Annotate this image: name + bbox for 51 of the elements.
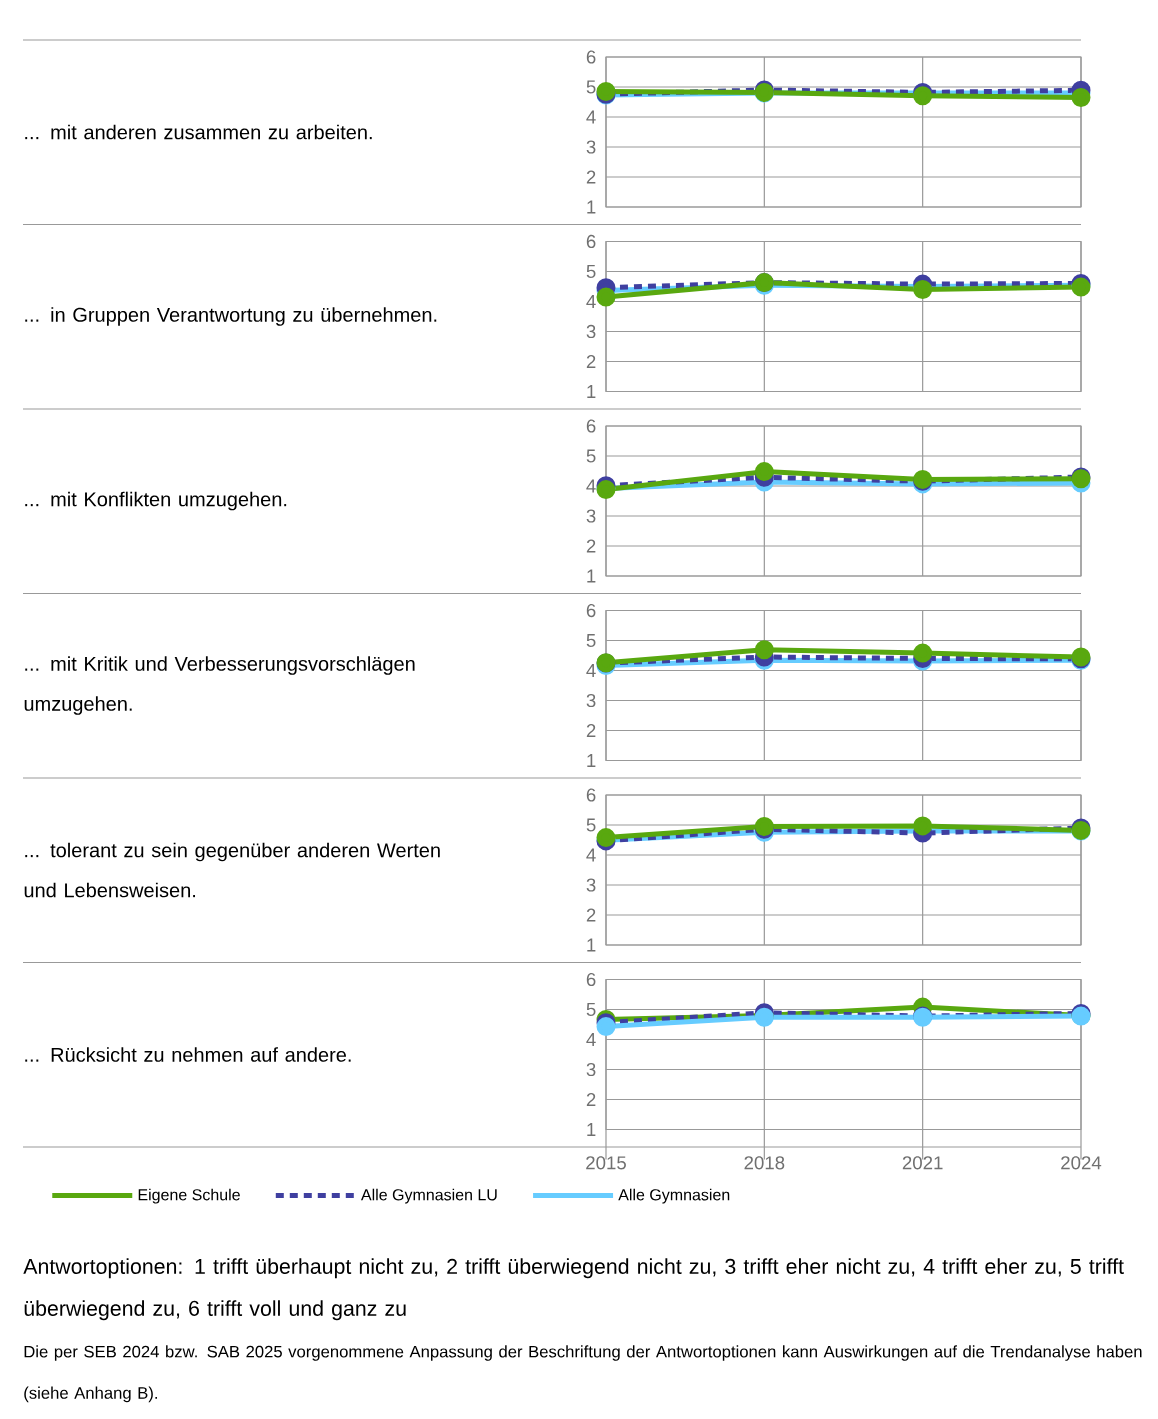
y-tick-label: 3 (586, 324, 596, 339)
y-tick-label: 5 (586, 818, 596, 832)
y-tick-label: 6 (586, 234, 596, 249)
y-tick-label: 2 (586, 539, 596, 553)
y-tick-label: 1 (587, 1123, 596, 1136)
x-tick-label: 2021 (902, 1156, 943, 1170)
y-tick-label: 6 (586, 603, 596, 618)
y-axis-title: ... mit anderen zusammen zu arbeiten. (25, 124, 372, 140)
y-tick-label: 6 (586, 972, 596, 987)
y-tick-label: 4 (586, 1033, 596, 1046)
y-tick-label: 1 (587, 938, 596, 952)
legend-label: Alle Gymnasien (618, 1188, 730, 1204)
y-tick-label: 2 (586, 723, 596, 738)
y-tick-label: 1 (587, 754, 596, 767)
legend-label: Alle Gymnasien LU (360, 1188, 497, 1204)
y-axis-title: ... tolerant zu sein gegenüber anderen Werten und Lebensweisen. (24, 842, 440, 898)
x-tick-label: 2024 (1061, 1156, 1102, 1170)
y-axis-title: ... mit Konflikten umzugehen. (25, 491, 287, 511)
y-tick-label: 3 (586, 1062, 596, 1077)
y-tick-label: 3 (586, 693, 596, 708)
y-axis-title: ... in Gruppen Verantwortung zu übernehmen. (25, 307, 437, 326)
y-tick-label: 1 (587, 569, 596, 583)
x-tick-label: 2015 (586, 1156, 626, 1170)
y-tick-label: 4 (586, 848, 596, 862)
y-tick-label: 4 (586, 479, 596, 493)
y-tick-label: 1 (587, 385, 596, 398)
y-tick-label: 4 (586, 295, 596, 308)
y-tick-label: 2 (586, 1092, 596, 1107)
y-tick-label: 5 (586, 449, 596, 463)
text: Antwortoptionen: 1 trifft überhaupt nicht zu, 2 trifft überwiegend nicht zu, 3 trifft eher nicht zu, 4 trifft eher zu, 5 trifft überwiegend zu, 6 trifft voll und ganz zu (23, 1258, 1124, 1321)
y-tick-label: 6 (586, 788, 596, 802)
y-axis-title: ... mit Kritik und Verbesserungsvorschlägen umzugehen. (24, 656, 415, 715)
y-tick-label: 4 (586, 664, 596, 677)
y-axis-title: ... Rücksicht zu nehmen auf andere. (25, 1047, 351, 1062)
y-tick-label: 5 (586, 80, 596, 94)
y-tick-label: 6 (586, 50, 596, 64)
y-tick-label: 2 (586, 354, 596, 369)
y-tick-label: 5 (586, 634, 596, 648)
y-tick-label: 1 (587, 200, 596, 214)
y-tick-label: 3 (586, 140, 596, 154)
legend-label: Eigene Schule (138, 1188, 240, 1204)
y-tick-label: 5 (586, 1002, 596, 1017)
y-tick-label: 5 (586, 264, 596, 279)
y-tick-label: 3 (586, 878, 596, 892)
y-tick-label: 3 (586, 509, 596, 523)
text: Die per SEB 2024 bzw. SAB 2025 vorgenommene Anpassung der Beschriftung der Antwortoptionen kann Auswirkungen auf die Trendanalyse haben (siehe Anhang B). (24, 1345, 1142, 1403)
y-tick-label: 6 (586, 419, 596, 433)
y-tick-label: 2 (586, 908, 596, 922)
x-tick-label: 2018 (744, 1156, 785, 1170)
y-tick-label: 4 (586, 110, 596, 124)
y-tick-label: 2 (586, 170, 596, 184)
